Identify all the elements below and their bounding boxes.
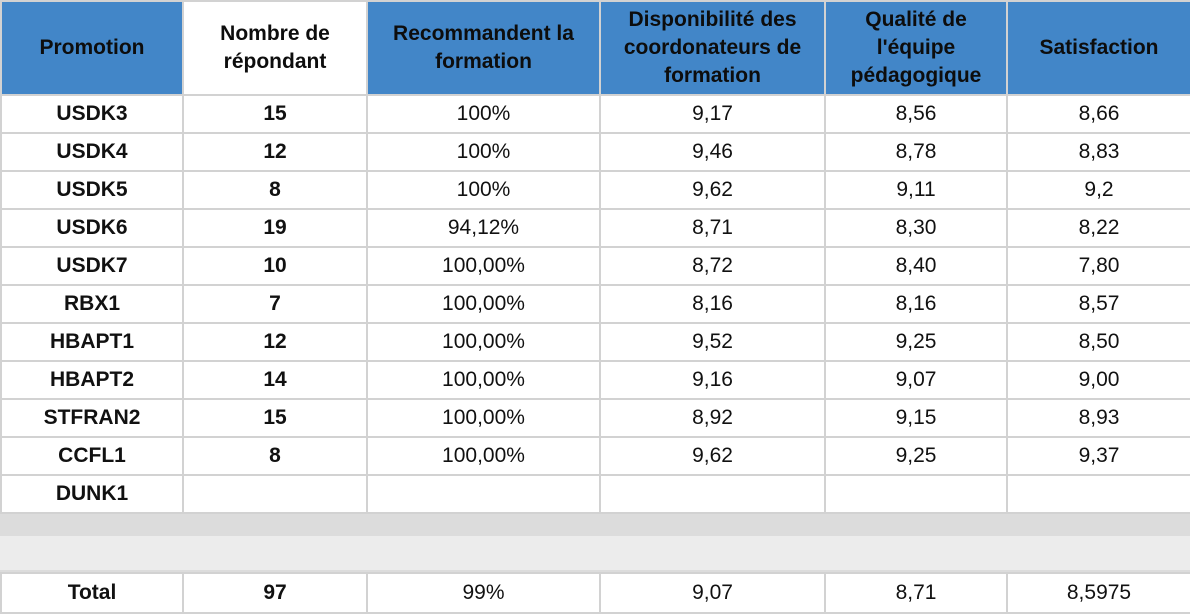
coordinator-availability-cell[interactable]: 9,17 [599,94,826,134]
promotion-cell[interactable]: RBX1 [0,284,184,324]
recommend-cell[interactable]: 94,12% [366,208,601,248]
table-row: HBAPT2 14 100,00% 9,16 9,07 9,00 [0,360,1190,400]
promotion-cell[interactable]: USDK3 [0,94,184,134]
satisfaction-cell[interactable]: 8,66 [1006,94,1190,134]
table-row: USDK5 8 100% 9,62 9,11 9,2 [0,170,1190,210]
promotion-cell[interactable]: HBAPT1 [0,322,184,362]
satisfaction-cell[interactable]: 8,93 [1006,398,1190,438]
header-row: Promotion Nombre de répondant Recommande… [0,0,1190,96]
total-teaching-quality[interactable]: 8,71 [824,572,1008,614]
teaching-quality-cell[interactable]: 9,15 [824,398,1008,438]
respondents-cell[interactable]: 8 [182,170,368,210]
satisfaction-cell[interactable]: 8,57 [1006,284,1190,324]
total-table: Total 97 99% 9,07 8,71 8,5975 [0,572,1190,614]
teaching-quality-cell[interactable]: 8,78 [824,132,1008,172]
table-row: USDK6 19 94,12% 8,71 8,30 8,22 [0,208,1190,248]
respondents-cell[interactable]: 12 [182,132,368,172]
respondents-cell[interactable]: 10 [182,246,368,286]
teaching-quality-cell[interactable]: 9,25 [824,322,1008,362]
total-label[interactable]: Total [0,572,184,614]
total-satisfaction[interactable]: 8,5975 [1006,572,1190,614]
promotion-cell[interactable]: CCFL1 [0,436,184,476]
recommend-cell[interactable]: 100,00% [366,436,601,476]
total-recommend[interactable]: 99% [366,572,601,614]
table-row: HBAPT1 12 100,00% 9,52 9,25 8,50 [0,322,1190,362]
satisfaction-cell[interactable]: 8,50 [1006,322,1190,362]
coordinator-availability-cell[interactable]: 8,92 [599,398,826,438]
respondents-cell[interactable] [182,474,368,514]
table-row: CCFL1 8 100,00% 9,62 9,25 9,37 [0,436,1190,476]
teaching-quality-cell[interactable]: 8,30 [824,208,1008,248]
teaching-quality-cell[interactable]: 9,07 [824,360,1008,400]
respondents-cell[interactable]: 12 [182,322,368,362]
table-body: USDK3 15 100% 9,17 8,56 8,66 USDK4 12 100% 9,46 8,… [0,94,1190,514]
respondents-cell[interactable]: 8 [182,436,368,476]
recommend-cell[interactable]: 100,00% [366,322,601,362]
recommend-cell[interactable] [366,474,601,514]
satisfaction-cell[interactable]: 9,2 [1006,170,1190,210]
recommend-cell[interactable]: 100,00% [366,398,601,438]
header-respondents[interactable]: Nombre de répondant [182,0,368,96]
satisfaction-cell[interactable]: 9,37 [1006,436,1190,476]
coordinator-availability-cell[interactable]: 9,46 [599,132,826,172]
respondents-cell[interactable]: 19 [182,208,368,248]
table-row: RBX1 7 100,00% 8,16 8,16 8,57 [0,284,1190,324]
satisfaction-cell[interactable] [1006,474,1190,514]
promotion-cell[interactable]: HBAPT2 [0,360,184,400]
total-row: Total 97 99% 9,07 8,71 8,5975 [0,572,1190,614]
coordinator-availability-cell[interactable]: 9,62 [599,170,826,210]
respondents-cell[interactable]: 7 [182,284,368,324]
header-recommend[interactable]: Recommandent la formation [366,0,601,96]
teaching-quality-cell[interactable]: 9,25 [824,436,1008,476]
recommend-cell[interactable]: 100% [366,94,601,134]
coordinator-availability-cell[interactable]: 9,52 [599,322,826,362]
promotion-cell[interactable]: STFRAN2 [0,398,184,438]
satisfaction-cell[interactable]: 7,80 [1006,246,1190,286]
table-row: USDK3 15 100% 9,17 8,56 8,66 [0,94,1190,134]
coordinator-availability-cell[interactable]: 8,71 [599,208,826,248]
recommend-cell[interactable]: 100,00% [366,284,601,324]
respondents-cell[interactable]: 15 [182,398,368,438]
header-promotion[interactable]: Promotion [0,0,184,96]
coordinator-availability-cell[interactable] [599,474,826,514]
promotion-cell[interactable]: USDK4 [0,132,184,172]
coordinator-availability-cell[interactable]: 8,72 [599,246,826,286]
teaching-quality-cell[interactable]: 8,40 [824,246,1008,286]
recommend-cell[interactable]: 100% [366,170,601,210]
promotion-cell[interactable]: USDK5 [0,170,184,210]
total-coordinator-availability[interactable]: 9,07 [599,572,826,614]
header-satisfaction[interactable]: Satisfaction [1006,0,1190,96]
recommend-cell[interactable]: 100,00% [366,360,601,400]
table-row: STFRAN2 15 100,00% 8,92 9,15 8,93 [0,398,1190,438]
coordinator-availability-cell[interactable]: 9,62 [599,436,826,476]
teaching-quality-cell[interactable]: 8,16 [824,284,1008,324]
table-row: USDK4 12 100% 9,46 8,78 8,83 [0,132,1190,172]
table-row: USDK7 10 100,00% 8,72 8,40 7,80 [0,246,1190,286]
results-table: Promotion Nombre de répondant Recommande… [0,0,1190,514]
satisfaction-cell[interactable]: 9,00 [1006,360,1190,400]
header-coordinator-availability[interactable]: Disponibilité des coordonateurs de forma… [599,0,826,96]
teaching-quality-cell[interactable]: 9,11 [824,170,1008,210]
table-row: DUNK1 [0,474,1190,514]
recommend-cell[interactable]: 100% [366,132,601,172]
empty-row-gap [0,536,1190,570]
header-teaching-quality[interactable]: Qualité de l'équipe pédagogique [824,0,1008,96]
total-respondents[interactable]: 97 [182,572,368,614]
respondents-cell[interactable]: 14 [182,360,368,400]
satisfaction-cell[interactable]: 8,22 [1006,208,1190,248]
recommend-cell[interactable]: 100,00% [366,246,601,286]
teaching-quality-cell[interactable] [824,474,1008,514]
promotion-cell[interactable]: DUNK1 [0,474,184,514]
promotion-cell[interactable]: USDK6 [0,208,184,248]
coordinator-availability-cell[interactable]: 9,16 [599,360,826,400]
coordinator-availability-cell[interactable]: 8,16 [599,284,826,324]
promotion-cell[interactable]: USDK7 [0,246,184,286]
satisfaction-cell[interactable]: 8,83 [1006,132,1190,172]
teaching-quality-cell[interactable]: 8,56 [824,94,1008,134]
respondents-cell[interactable]: 15 [182,94,368,134]
